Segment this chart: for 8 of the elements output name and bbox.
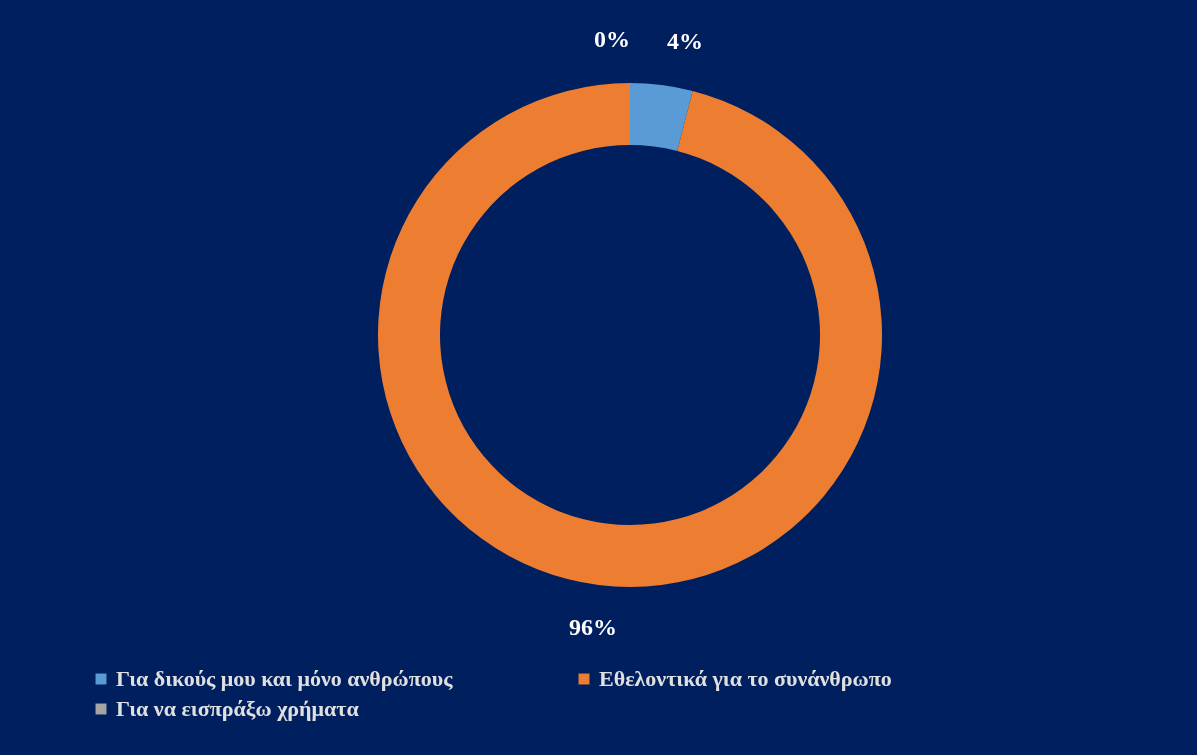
legend-label: Για να εισπράξω χρήματα [116, 696, 360, 721]
donut-slice [378, 83, 882, 587]
data-label: 96% [569, 613, 618, 640]
legend-label: Για δικούς μου και μόνο ανθρώπους [116, 666, 454, 691]
data-label: 4% [666, 28, 703, 55]
donut-slice [630, 83, 693, 151]
text: 0% [594, 26, 630, 52]
legend-label: Εθελοντικά για το συνάνθρωπο [599, 666, 892, 691]
